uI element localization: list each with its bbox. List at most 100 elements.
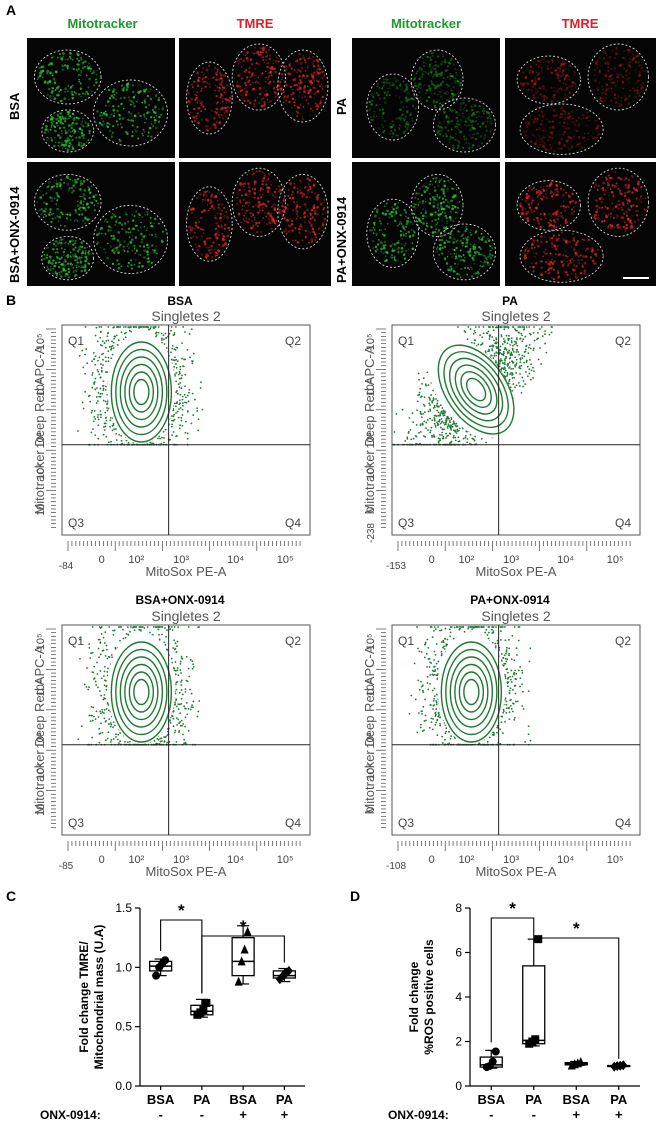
significance-bracket <box>533 933 620 1059</box>
x-tick-label: 10² <box>128 554 144 566</box>
plot-frame <box>61 324 311 536</box>
x-axis-label: MitoSox PE-A <box>476 864 557 879</box>
panel-a-letter: A <box>6 2 17 18</box>
header-tmre-right: TMRE <box>561 16 599 31</box>
header-mitotracker-right: Mitotracker <box>390 16 462 31</box>
x-axis-label: MitoSox PE-A <box>146 564 227 579</box>
data-point <box>202 998 211 1007</box>
quadrant-label-q1: Q1 <box>398 334 414 348</box>
gate-label: Singletes 2 <box>151 308 220 324</box>
panel-d-letter: D <box>350 888 361 904</box>
micrograph-pa-mitotracker <box>352 38 500 158</box>
plot-frame <box>61 624 311 836</box>
flow-title-pa: PA <box>502 294 518 308</box>
x-axis-label: MitoSox PE-A <box>476 564 557 579</box>
y-tick-label: 0 <box>455 1079 462 1093</box>
y-tick-label: 0.5 <box>115 1020 132 1034</box>
x-tick-label: 10² <box>128 854 144 866</box>
gate-label: Singletes 2 <box>151 608 220 624</box>
data-point <box>234 976 243 986</box>
quadrant-label-q3: Q3 <box>68 516 84 530</box>
flow-plot-pa: Singletes 2 Q1 Q2 Q3 Q4 0 10² 10³ 10⁴ 10⁵ -153 Mito… <box>362 308 641 579</box>
y-tick-label: 10⁴ <box>365 679 377 696</box>
y-min-label: -238 <box>366 523 377 543</box>
data-point <box>152 971 161 980</box>
y-tick-label: 10² <box>35 764 47 780</box>
micrograph-bsa-onx-tmre <box>179 162 331 286</box>
y-tick-label: 10⁴ <box>35 679 47 696</box>
plot-frame <box>391 624 641 836</box>
box <box>231 937 255 977</box>
row-label-bsa: BSA <box>7 92 22 120</box>
data-point <box>284 965 293 976</box>
x-tick-label: 10³ <box>503 854 519 866</box>
y-axis-label: %ROS positive cells <box>422 939 436 1055</box>
quadrant-label-q3: Q3 <box>68 816 84 830</box>
y-tick-label: 0 <box>365 507 377 513</box>
x-tick-label: 0 <box>429 554 435 566</box>
y-axis-label: Mitochondrial mass (U.A) <box>92 925 106 1070</box>
flow-plot-bsa-onx: Singletes 2 Q1 Q2 Q3 Q4 0 10² 10³ 10⁴ 10⁵ -85 MitoS… <box>32 608 311 879</box>
row-label-pa-onx: PA+ONX-0914 <box>334 196 349 283</box>
data-point <box>281 968 290 979</box>
micrograph-bsa-tmre <box>179 38 331 158</box>
flow-title-pa-onx: PA+ONX-0914 <box>470 593 550 607</box>
data-point <box>576 1056 585 1066</box>
y-axis-label: Mitotracker Deep Red APC-A <box>32 645 47 814</box>
data-point <box>199 1006 208 1015</box>
y-tick-label: 10⁴ <box>35 379 47 396</box>
category-label: BSA <box>147 1092 175 1107</box>
quadrant-label-q1: Q1 <box>68 634 84 648</box>
x-tick-label: 10³ <box>173 854 189 866</box>
y-axis-label: Mitotracker Deep Red APC-A <box>32 345 47 514</box>
category-label: BSA <box>563 1092 591 1107</box>
treatment-sign: - <box>158 1107 162 1121</box>
treatment-sign: + <box>615 1107 623 1121</box>
x-min-label: -85 <box>59 861 74 872</box>
x-axis-label: MitoSox PE-A <box>146 864 227 879</box>
x-tick-label: 10⁴ <box>227 554 244 566</box>
quadrant-label-q4: Q4 <box>285 516 301 530</box>
y-tick-label: 6 <box>455 946 462 960</box>
treatment-label: ONX-0914: <box>40 1108 101 1121</box>
scale-bar <box>623 277 649 279</box>
quadrant-label-q1: Q1 <box>68 334 84 348</box>
data-point <box>161 956 170 965</box>
micrograph-pa-onx-mitotracker <box>352 162 500 286</box>
data-point <box>531 1035 540 1044</box>
flow-title-bsa: BSA <box>167 294 193 308</box>
x-min-label: -153 <box>386 561 406 572</box>
y-tick-label: 10² <box>365 464 377 480</box>
gate-label: Singletes 2 <box>481 308 550 324</box>
y-tick-label: 8 <box>455 901 462 915</box>
x-tick-label: 0 <box>99 554 105 566</box>
x-min-label: -84 <box>59 561 74 572</box>
treatment-label: ONX-0914: <box>388 1108 449 1121</box>
y-tick-label: 2 <box>455 1035 462 1049</box>
treatment-sign: + <box>281 1107 289 1121</box>
y-tick-label: 10⁵ <box>365 633 377 650</box>
data-point <box>243 926 252 936</box>
category-label: PA <box>525 1092 543 1107</box>
category-label: BSA <box>229 1092 257 1107</box>
x-tick-label: 10³ <box>503 554 519 566</box>
x-tick-label: 10⁵ <box>607 554 624 566</box>
chart-c-tmre: 0.0 0.5 1.0 1.5 Fold change TMRE/Mitochondri… <box>40 901 305 1121</box>
panel-b-letter: B <box>6 292 17 308</box>
data-point <box>619 1060 628 1071</box>
x-tick-label: 0 <box>99 854 105 866</box>
y-tick-label: 1.5 <box>115 901 132 915</box>
data-point <box>491 1047 500 1056</box>
significance-star: * <box>573 919 580 938</box>
quadrant-label-q2: Q2 <box>285 634 301 648</box>
y-tick-label: 10³ <box>35 732 47 748</box>
significance-star: * <box>178 901 185 920</box>
treatment-sign: + <box>239 1107 247 1121</box>
y-axis-label: Mitotracker Deep Red APC-A <box>362 645 377 814</box>
category-label: PA <box>193 1092 211 1107</box>
quadrant-label-q3: Q3 <box>398 516 414 530</box>
quadrant-label-q2: Q2 <box>615 634 631 648</box>
row-label-pa: PA <box>334 97 349 115</box>
category-label: PA <box>610 1092 628 1107</box>
data-point <box>240 944 249 954</box>
